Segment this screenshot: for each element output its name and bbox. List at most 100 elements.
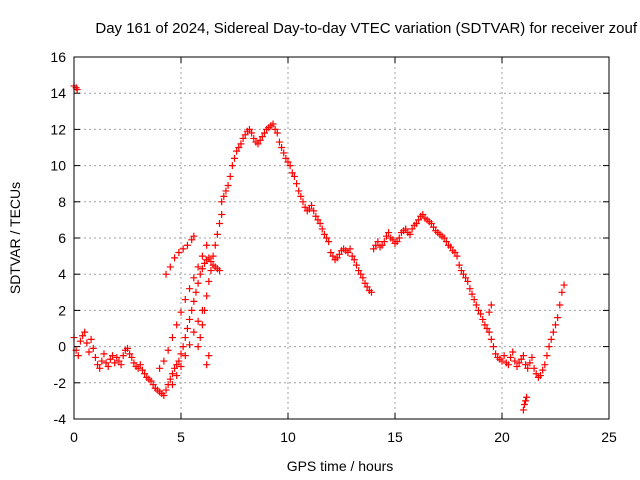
- data-point: [196, 334, 204, 342]
- chart-title: Day 161 of 2024, Sidereal Day-to-day VTE…: [95, 20, 637, 37]
- data-point: [489, 343, 497, 351]
- data-point: [162, 270, 170, 278]
- data-point: [175, 357, 183, 365]
- data-point: [74, 352, 82, 360]
- data-point: [363, 283, 371, 291]
- data-point: [523, 393, 531, 401]
- data-point: [361, 279, 369, 287]
- data-point: [560, 281, 568, 289]
- data-point: [346, 245, 354, 253]
- data-point: [102, 359, 110, 367]
- data-point: [427, 220, 435, 228]
- data-point: [541, 361, 549, 369]
- data-point: [472, 301, 480, 309]
- data-point: [558, 288, 566, 296]
- data-point: [519, 406, 527, 414]
- data-point: [111, 359, 119, 367]
- data-point: [190, 328, 198, 336]
- data-point: [220, 192, 228, 200]
- data-point: [173, 361, 181, 369]
- data-point: [168, 334, 176, 342]
- data-point: [181, 296, 189, 304]
- data-point: [522, 361, 530, 369]
- data-point: [186, 285, 194, 293]
- data-point: [382, 232, 390, 240]
- y-tick-label: -2: [54, 375, 67, 391]
- data-point: [171, 254, 179, 262]
- data-point: [207, 258, 215, 266]
- y-tick-label: 16: [50, 49, 66, 65]
- data-point: [256, 136, 264, 144]
- data-point: [350, 256, 358, 264]
- data-point: [89, 344, 97, 352]
- data-point: [179, 245, 187, 253]
- data-point: [344, 248, 352, 256]
- data-point: [547, 335, 555, 343]
- data-point: [314, 216, 322, 224]
- data-point: [487, 301, 495, 309]
- data-point: [293, 180, 301, 188]
- data-point: [284, 158, 292, 166]
- data-point: [104, 363, 112, 371]
- data-point: [464, 277, 472, 285]
- data-point: [235, 144, 243, 151]
- data-point: [481, 321, 489, 329]
- data-point: [395, 234, 403, 242]
- data-point: [440, 234, 448, 242]
- data-point: [79, 332, 87, 340]
- data-point: [194, 317, 202, 325]
- data-point: [98, 357, 106, 365]
- data-point: [301, 203, 309, 211]
- data-point: [203, 241, 211, 249]
- data-point: [134, 364, 142, 372]
- data-point: [166, 375, 174, 383]
- data-point: [318, 225, 326, 233]
- data-point: [545, 343, 553, 351]
- y-tick-label: 14: [50, 85, 66, 101]
- data-point: [470, 296, 478, 304]
- data-point: [511, 357, 519, 365]
- data-point: [115, 357, 123, 365]
- data-point: [198, 265, 206, 273]
- data-point: [316, 220, 324, 228]
- data-point: [117, 361, 125, 369]
- data-point: [175, 248, 183, 256]
- data-point: [271, 125, 279, 133]
- data-point: [91, 353, 99, 361]
- data-point: [181, 334, 189, 342]
- plot-frame: [73, 56, 610, 420]
- y-tick-label: 0: [58, 339, 66, 355]
- data-point: [119, 352, 127, 360]
- data-point: [477, 310, 485, 318]
- data-point: [385, 229, 393, 237]
- data-point: [378, 241, 386, 249]
- data-point: [290, 172, 298, 180]
- data-point: [136, 361, 144, 369]
- data-point: [258, 133, 266, 141]
- data-point: [239, 134, 247, 142]
- y-tick-label: 2: [58, 302, 66, 318]
- data-point: [504, 361, 512, 369]
- data-point: [109, 352, 117, 360]
- data-point: [310, 207, 318, 215]
- x-tick-label: 10: [280, 429, 296, 445]
- data-point: [295, 187, 303, 195]
- data-point: [402, 225, 410, 233]
- data-point: [520, 401, 528, 409]
- x-tick-label: 25: [601, 429, 617, 445]
- data-point: [192, 288, 200, 296]
- data-point: [408, 225, 416, 233]
- data-point: [81, 328, 89, 336]
- data-point: [389, 236, 397, 244]
- x-axis-label: GPS time / hours: [287, 458, 394, 474]
- data-point: [222, 187, 230, 195]
- data-point: [198, 306, 206, 314]
- data-point: [352, 261, 360, 269]
- data-point: [203, 292, 211, 300]
- data-point: [160, 391, 168, 399]
- data-point: [76, 337, 84, 345]
- data-point: [312, 212, 320, 220]
- data-point: [485, 328, 493, 336]
- y-axis-label: SDTVAR / TECUs: [7, 182, 23, 294]
